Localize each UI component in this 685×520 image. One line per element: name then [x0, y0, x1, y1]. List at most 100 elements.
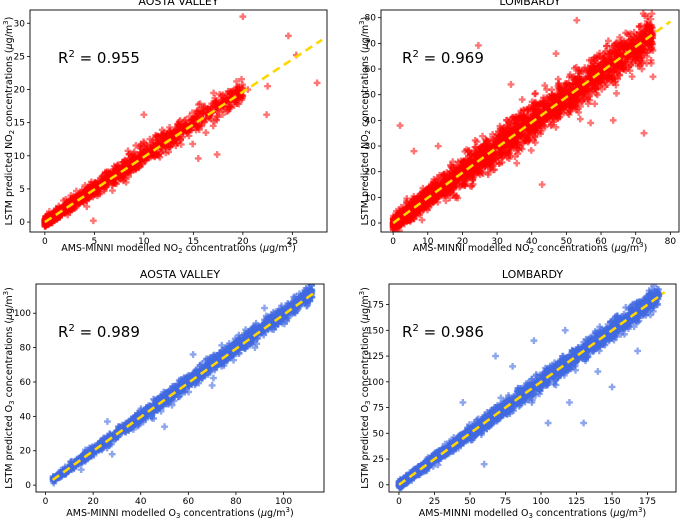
x-axis-label-part: 2	[178, 247, 182, 255]
data-point	[264, 82, 271, 90]
x-axis-label-part: 2	[530, 247, 534, 255]
data-point	[233, 77, 240, 85]
data-point	[566, 101, 573, 109]
data-point	[641, 27, 648, 34]
data-point	[648, 23, 655, 31]
x-axis-label-part: AMS-MINNI modelled NO	[61, 243, 178, 254]
data-point	[100, 172, 107, 179]
data-point	[618, 52, 626, 60]
x-tick-label: 30	[491, 237, 503, 247]
data-point	[212, 99, 220, 107]
data-point	[586, 69, 594, 76]
data-point	[576, 115, 584, 123]
data-point	[447, 163, 455, 170]
data-point	[541, 82, 549, 89]
y-axis-label-part: LSTM predicted NO	[360, 134, 371, 225]
data-point	[613, 89, 620, 97]
data-point	[453, 161, 461, 169]
data-point	[172, 142, 180, 150]
data-point	[505, 144, 513, 152]
data-point	[552, 50, 560, 58]
data-point	[410, 147, 418, 155]
data-point	[525, 110, 533, 118]
data-point	[179, 133, 187, 141]
y-axis-label: LSTM predicted NO2 concentrations (μg/m3…	[358, 17, 372, 226]
data-point	[528, 98, 536, 106]
data-point	[635, 22, 643, 30]
x-tick-label: 40	[526, 237, 538, 247]
data-point	[648, 29, 656, 37]
y-tick-label: 0	[370, 219, 376, 229]
x-axis-label-part: )	[292, 243, 296, 254]
data-point	[136, 148, 144, 156]
data-point	[608, 68, 616, 75]
y-axis-label-part: )	[4, 17, 15, 21]
data-point	[573, 16, 581, 24]
data-point	[481, 145, 489, 153]
data-point	[615, 66, 623, 74]
data-point	[571, 101, 579, 108]
data-point	[470, 170, 477, 178]
data-point	[467, 182, 474, 190]
y-axis-label-part: 2	[8, 130, 16, 134]
data-point	[606, 47, 614, 55]
data-point	[194, 113, 202, 120]
data-point	[190, 117, 198, 125]
data-point	[403, 195, 411, 202]
data-point	[89, 217, 97, 225]
y-tick-label: 50	[365, 91, 377, 101]
data-point	[431, 179, 439, 187]
data-point	[432, 196, 440, 203]
y-tick-label: 15	[14, 119, 25, 129]
x-axis-label-part: concentrations (	[534, 243, 615, 254]
y-tick-label: 5	[19, 185, 25, 195]
data-point	[510, 143, 518, 151]
data-point	[518, 96, 526, 103]
y-axis-label-part: concentrations (	[360, 49, 371, 130]
data-point	[503, 121, 511, 129]
data-point	[234, 87, 242, 95]
r2-superscript: 2	[412, 49, 418, 60]
data-point	[625, 63, 633, 71]
data-point	[83, 203, 91, 210]
data-point	[518, 145, 526, 153]
y-axis-label-part: g/m	[4, 25, 15, 44]
data-point	[502, 150, 509, 157]
data-point	[598, 85, 606, 93]
data-point	[418, 216, 426, 224]
data-point	[410, 212, 418, 220]
y-tick-label: 20	[365, 168, 377, 178]
data-point	[202, 129, 210, 137]
data-point	[194, 155, 202, 162]
y-tick-label: 25	[14, 52, 25, 62]
data-point	[166, 124, 173, 131]
x-tick-label: 15	[188, 237, 199, 247]
fit-line	[44, 38, 323, 224]
y-tick-label: 20	[14, 86, 26, 96]
data-point	[145, 154, 153, 162]
y-axis-label-part: concentrations (	[4, 49, 15, 130]
r2-symbol: R	[58, 49, 68, 67]
data-point	[196, 100, 204, 108]
data-point	[72, 198, 80, 206]
y-axis-label: LSTM predicted NO2 concentrations (μg/m3…	[2, 17, 16, 226]
data-point	[472, 164, 480, 172]
data-point	[396, 122, 404, 129]
data-point	[587, 88, 594, 96]
data-point	[238, 75, 245, 83]
data-point	[518, 130, 526, 138]
data-point	[124, 147, 132, 155]
data-point	[605, 74, 612, 82]
x-tick-label: 0	[42, 237, 48, 247]
data-point	[474, 152, 482, 160]
data-point	[576, 77, 584, 85]
x-tick-label: 0	[390, 237, 396, 247]
data-point	[552, 106, 560, 114]
data-point	[564, 109, 572, 117]
data-point	[489, 136, 497, 144]
x-axis-label-part: concentrations (	[183, 243, 264, 254]
y-tick-label: 40	[365, 116, 377, 126]
data-point	[590, 63, 598, 71]
y-axis-label-part: LSTM predicted NO	[4, 134, 15, 225]
